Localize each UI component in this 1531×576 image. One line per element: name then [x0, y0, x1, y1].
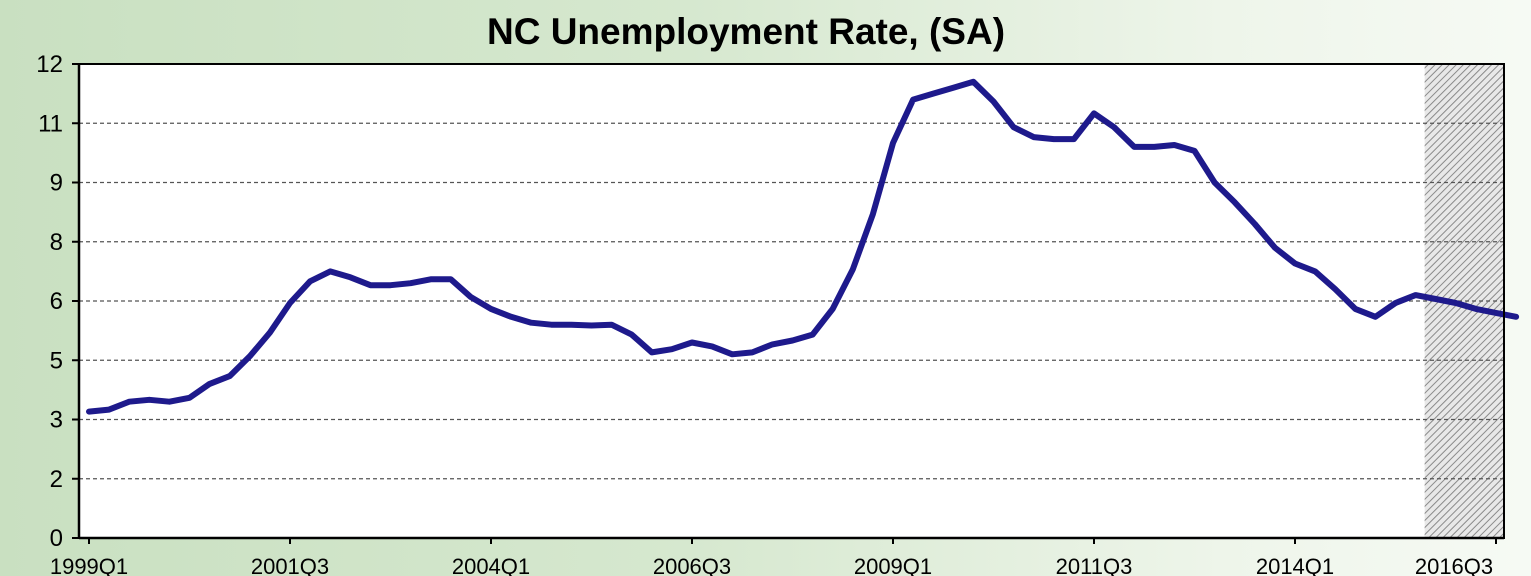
- y-tick-label: 6: [50, 288, 63, 315]
- y-tick-label: 8: [50, 229, 63, 256]
- x-tick-label: 2004Q1: [452, 554, 530, 576]
- y-axis-tick-labels: 0 2 3 5 6 8 9 11 12: [36, 51, 79, 552]
- y-tick-label: 0: [50, 525, 63, 552]
- x-tick-label: 2014Q1: [1256, 554, 1334, 576]
- y-tick-label: 9: [50, 170, 63, 197]
- y-tick-label: 11: [38, 110, 63, 137]
- y-tick-label: 3: [50, 407, 63, 434]
- x-tick-label: 2009Q1: [854, 554, 932, 576]
- x-tick-label: 2011Q3: [1056, 554, 1133, 576]
- x-axis-tick-labels: 1999Q1 2001Q3 2004Q1 2006Q3 2009Q1 2011Q3 2014…: [50, 538, 1497, 576]
- x-tick-label: 2006Q3: [653, 554, 731, 576]
- x-tick-label: 2001Q3: [251, 554, 329, 576]
- series-line: [86, 78, 1520, 415]
- y-tick-label: 12: [36, 51, 63, 78]
- x-tick-label: 2016Q3: [1415, 554, 1493, 576]
- plot-area: [79, 64, 1504, 538]
- y-tick-label: 5: [50, 347, 63, 374]
- x-tick-label: 1999Q1: [50, 554, 128, 576]
- y-tick-label: 2: [50, 466, 63, 493]
- chart-title: NC Unemployment Rate, (SA): [487, 11, 1005, 52]
